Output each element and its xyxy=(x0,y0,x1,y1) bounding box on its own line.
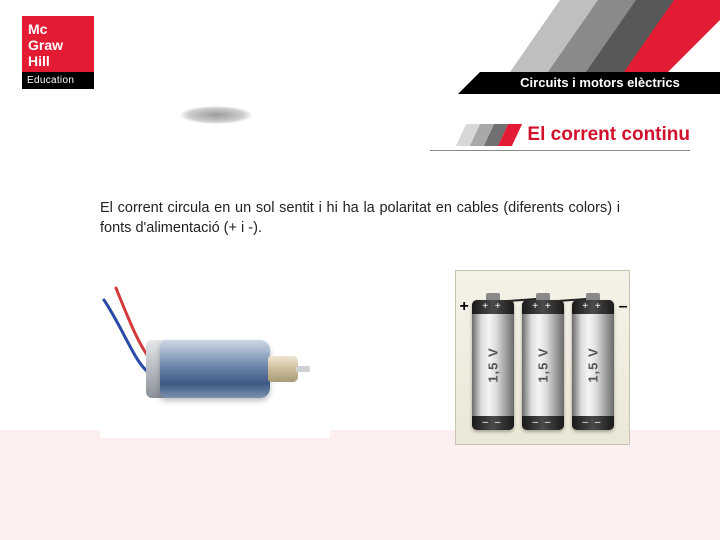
decorative-ellipse xyxy=(180,106,252,124)
header-chevrons xyxy=(380,0,720,80)
publisher-logo: Mc Graw Hill Education xyxy=(22,16,94,89)
figures-row: + + + 1,5 V – – + + 1,5 V – – – + + 1,5 … xyxy=(100,270,630,445)
body-paragraph: El corrent circula en un sol sentit i hi… xyxy=(100,198,620,238)
chevrons-svg xyxy=(380,0,720,80)
plus-sign: + xyxy=(460,298,469,316)
figure-motor xyxy=(100,278,330,438)
battery-body: + + 1,5 V – – xyxy=(472,300,514,430)
battery-voltage-label: 1,5 V xyxy=(485,347,500,382)
logo-line3: Hill xyxy=(28,53,88,69)
header-title: Circuits i motors elèctrics xyxy=(480,72,720,94)
logo-line1: Mc xyxy=(28,21,88,37)
battery-band-top: + + xyxy=(572,300,614,314)
battery-band-bot: – – xyxy=(522,416,564,430)
battery-body: + + 1,5 V – – xyxy=(572,300,614,430)
battery-cap xyxy=(486,293,500,300)
battery-cell: – + + 1,5 V – – xyxy=(572,300,614,430)
battery-band-top: + + xyxy=(522,300,564,314)
battery-cap xyxy=(586,293,600,300)
battery-cell: + + + 1,5 V – – xyxy=(472,300,514,430)
battery-band-bot: – – xyxy=(572,416,614,430)
minus-sign: – xyxy=(619,298,628,316)
motor-shaft xyxy=(296,366,310,372)
subtitle-underline xyxy=(430,150,690,151)
bottom-pink-band xyxy=(0,430,720,540)
battery-band-bot: – – xyxy=(472,416,514,430)
battery-voltage-label: 1,5 V xyxy=(535,347,550,382)
motor-body xyxy=(160,340,270,398)
motor-shaft-housing xyxy=(268,356,298,382)
battery-cap xyxy=(536,293,550,300)
logo-bottom: Education xyxy=(22,72,94,89)
battery-voltage-label: 1,5 V xyxy=(585,347,600,382)
subtitle: El corrent continu xyxy=(461,124,690,146)
subtitle-slashes xyxy=(461,124,521,146)
battery-cell: + + 1,5 V – – xyxy=(522,300,564,430)
logo-top: Mc Graw Hill xyxy=(22,16,94,72)
battery-body: + + 1,5 V – – xyxy=(522,300,564,430)
figure-batteries: + + + 1,5 V – – + + 1,5 V – – – + + 1,5 … xyxy=(455,270,630,445)
subtitle-text: El corrent continu xyxy=(527,124,690,146)
logo-line2: Graw xyxy=(28,37,88,53)
battery-band-top: + + xyxy=(472,300,514,314)
